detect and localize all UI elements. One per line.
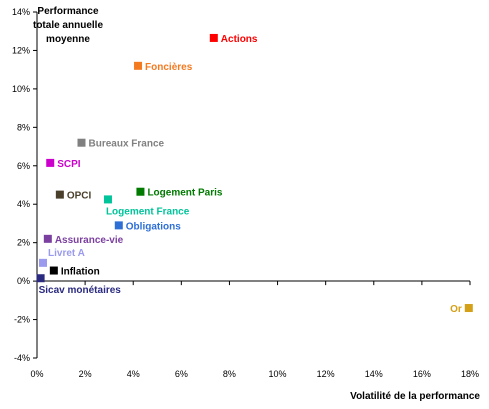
data-point-label: Inflation: [61, 267, 100, 278]
x-axis-title: Volatilité de la performance: [350, 391, 480, 402]
data-point-marker: [136, 187, 145, 196]
data-point-label: Assurance-vie: [55, 235, 124, 246]
data-point-marker: [49, 266, 58, 275]
data-point-label: Actions: [221, 34, 258, 45]
data-point-label: Bureaux France: [89, 139, 165, 150]
y-tick-label: 0%: [17, 276, 30, 286]
y-tick-label: 8%: [17, 122, 30, 132]
data-point-label: Sicav monétaires: [39, 285, 122, 296]
x-axis-ticks: 0% 2% 4% 6% 8% 10% 12% 14% 16% 18%: [30, 281, 479, 379]
data-points: Actions Foncières Bureaux France SCPI OPCI Lo…: [36, 33, 473, 315]
x-tick-label: 14%: [365, 369, 383, 379]
x-tick-label: 10%: [269, 369, 287, 379]
data-point-label: Obligations: [126, 221, 181, 232]
y-tick-label: 2%: [17, 238, 30, 248]
y-tick-label: 6%: [17, 161, 30, 171]
x-tick-label: 2%: [79, 369, 92, 379]
y-tick-label: 4%: [17, 199, 30, 209]
data-point-marker: [134, 61, 143, 70]
data-point-marker: [114, 221, 123, 230]
data-point-marker: [55, 190, 64, 199]
data-point-label: OPCI: [67, 191, 92, 202]
y-axis-title: Performance totale annuelle moyenne: [33, 6, 103, 45]
data-point-marker: [43, 234, 52, 243]
y-tick-label: 14%: [12, 7, 30, 17]
data-point-label: Or: [450, 304, 462, 315]
y-axis-title-line: Performance: [37, 6, 99, 17]
x-tick-label: 4%: [127, 369, 140, 379]
data-point-marker: [39, 258, 48, 267]
data-point-marker: [103, 195, 112, 204]
data-point-marker: [209, 33, 218, 42]
x-tick-label: 6%: [175, 369, 188, 379]
data-point-label: Livret A: [48, 248, 85, 259]
x-tick-label: 16%: [413, 369, 431, 379]
data-point-label: Foncières: [145, 62, 193, 73]
y-tick-label: -2%: [14, 315, 30, 325]
data-point-marker: [36, 274, 45, 283]
y-tick-label: 12%: [12, 45, 30, 55]
y-axis-title-line: moyenne: [46, 34, 90, 45]
data-point-label: SCPI: [57, 159, 81, 170]
x-tick-label: 0%: [30, 369, 43, 379]
data-point-label: Logement France: [106, 206, 190, 217]
y-tick-label: -4%: [14, 353, 30, 363]
x-tick-label: 12%: [317, 369, 335, 379]
x-tick-label: 8%: [223, 369, 236, 379]
y-tick-label: 10%: [12, 84, 30, 94]
y-axis-title-line: totale annuelle: [33, 20, 103, 31]
y-axis-ticks: -4% -2% 0% 2% 4% 6% 8% 10% 12% 14%: [12, 7, 37, 363]
data-point-label: Logement Paris: [147, 188, 222, 199]
data-point-marker: [46, 158, 55, 167]
x-tick-label: 18%: [461, 369, 479, 379]
data-point-marker: [77, 138, 86, 147]
data-point-marker: [464, 304, 473, 313]
